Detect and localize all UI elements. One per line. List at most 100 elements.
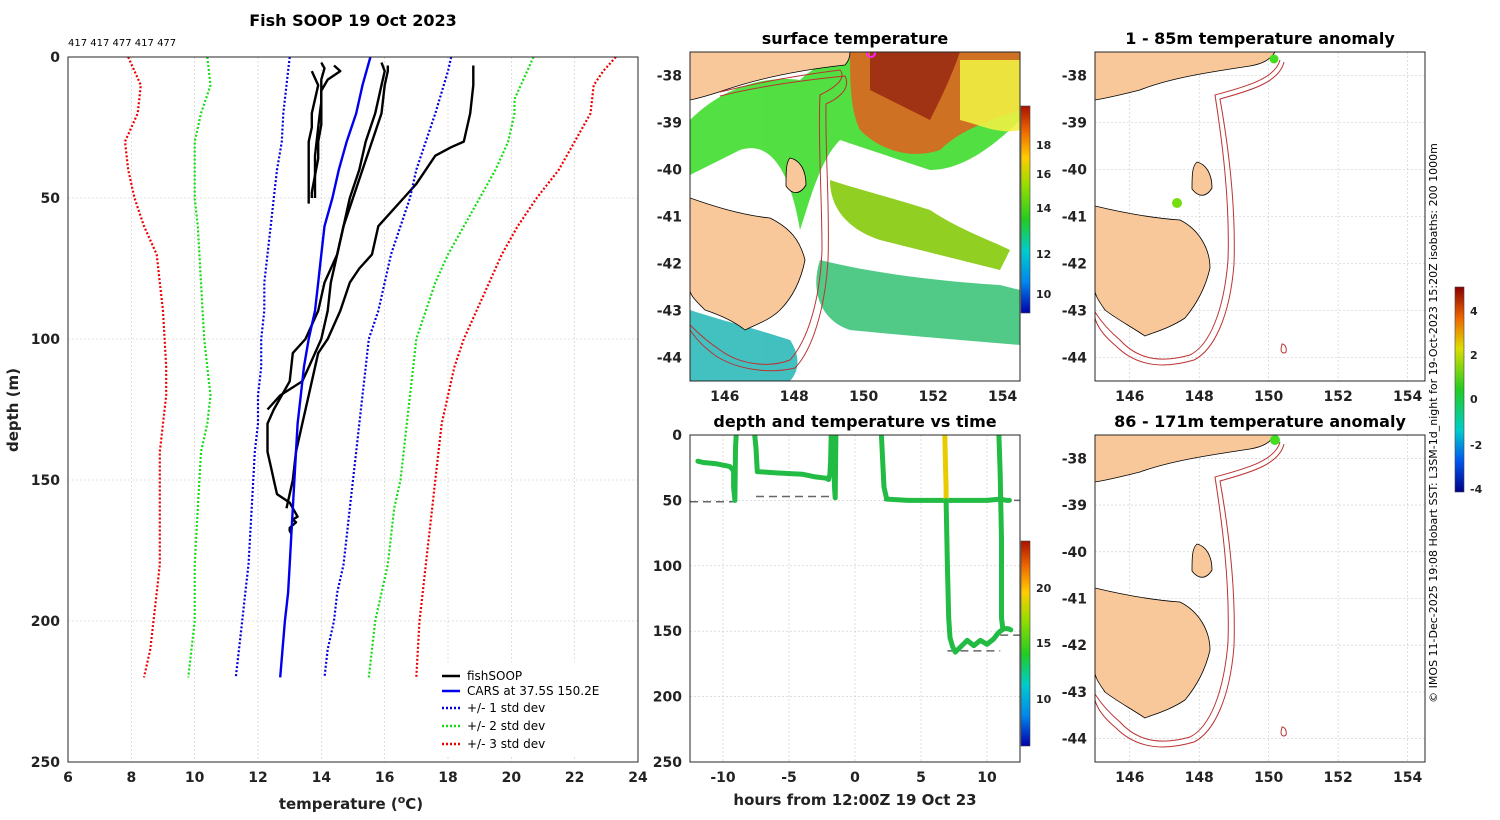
- anomaly-deep-y-tick-label: -41: [1062, 592, 1087, 608]
- profile-y-tick-label: 250: [31, 755, 60, 771]
- profile-series-line: [307, 70, 320, 204]
- legend-label-1std: +/- 1 std dev: [467, 701, 545, 715]
- depth-time-colorbar-ticks: 20 15 10: [1036, 582, 1052, 706]
- sst-map-y-tick-label: -43: [657, 304, 682, 320]
- sst-field-hot: [870, 52, 960, 120]
- anomaly-shallow-land-flinders: [1191, 161, 1213, 196]
- depth-time-x-tick-label: 5: [916, 770, 926, 786]
- anomaly-shallow-y-tick-label: -38: [1062, 69, 1087, 85]
- profile-x-ticks: 6 8 10 12 14 16 18 20 22 24: [63, 770, 648, 786]
- sst-field-yellow: [960, 60, 1020, 132]
- anomaly-deep-y-tick-label: -38: [1062, 451, 1087, 467]
- depth-time-colorbar-tick-label: 20: [1036, 582, 1052, 595]
- sst-map-y-tick-label: -44: [657, 351, 683, 367]
- anomaly-deep-ticks: 146 148 150 152 154 -38 -39 -40 -41 -42 -43 -44: [1062, 451, 1423, 786]
- anomaly-deep-land-mainland: [1095, 435, 1276, 483]
- anomaly-deep-y-tick-label: -43: [1062, 685, 1087, 701]
- anomaly-deep-x-tick-label: 152: [1324, 770, 1353, 786]
- depth-time-colorbar-tick-label: 15: [1036, 637, 1051, 650]
- depth-time-tow-track: [942, 435, 949, 503]
- sst-map-x-tick-label: 148: [780, 389, 809, 405]
- sst-map-y-tick-label: -42: [657, 257, 682, 273]
- profile-x-tick-label: 8: [126, 770, 136, 786]
- profile-y-tick-label: 0: [50, 50, 60, 66]
- anomaly-shallow-point-south: [1172, 198, 1182, 208]
- sst-field-cool: [816, 260, 1020, 345]
- sst-land-mainland: [690, 52, 851, 101]
- legend-label-cars: CARS at 37.5S 150.2E: [467, 684, 599, 698]
- anomaly-shallow-frame: [1094, 51, 1426, 382]
- sst-isobath-200: [690, 69, 843, 365]
- profile-series-line: [310, 64, 342, 198]
- anomaly-colorbar-tick-label: -4: [1470, 483, 1483, 496]
- profile-series-line: [279, 57, 372, 678]
- depth-time-y-tick-label: 50: [663, 493, 683, 509]
- profile-x-tick-label: 24: [628, 770, 648, 786]
- anomaly-deep-panel: 86 - 171m temperature anomaly 146 148 150 1…: [1062, 286, 1483, 786]
- anomaly-colorbar-ticks: 4 2 0 -2 -4: [1470, 305, 1483, 496]
- profile-series-line: [415, 57, 617, 678]
- sst-land-tasmania: [690, 197, 806, 331]
- sst-map-title: surface temperature: [762, 29, 949, 48]
- anomaly-deep-y-tick-label: -44: [1062, 732, 1088, 748]
- depth-time-lines: [690, 435, 1020, 655]
- profile-x-tick-label: 18: [438, 770, 457, 786]
- legend-label-3std: +/- 3 std dev: [467, 737, 545, 751]
- anomaly-shallow-title: 1 - 85m temperature anomaly: [1125, 29, 1395, 48]
- sst-map-colorbar-tick-label: 14: [1036, 202, 1052, 215]
- anomaly-shallow-land-mainland: [1095, 52, 1276, 101]
- anomaly-shallow-y-tick-label: -39: [1062, 116, 1087, 132]
- anomaly-deep-isobath-200: [1095, 441, 1281, 742]
- anomaly-deep-land-tasmania: [1095, 587, 1211, 719]
- sst-map-x-tick-label: 152: [919, 389, 948, 405]
- profile-x-tick-label: 10: [185, 770, 205, 786]
- sst-field-mid: [830, 180, 1010, 270]
- sst-map-ticks: 146 148 150 152 154 -38 -39 -40 -41 -42 -43 -44: [657, 69, 1018, 406]
- anomaly-colorbar-tick-label: 2: [1470, 349, 1478, 362]
- depth-time-x-tick-label: -5: [781, 770, 797, 786]
- anomaly-deep-seamount: [1280, 726, 1287, 737]
- legend-label-2std: +/- 2 std dev: [467, 719, 545, 733]
- anomaly-deep-x-tick-label: 154: [1393, 770, 1422, 786]
- anomaly-shallow-isobath-200: [1095, 59, 1281, 360]
- anomaly-deep-x-tick-label: 150: [1254, 770, 1283, 786]
- depth-time-tow-track: [752, 435, 834, 482]
- anomaly-shallow-y-tick-label: -42: [1062, 257, 1087, 273]
- anomaly-deep-x-tick-label: 148: [1185, 770, 1214, 786]
- sst-map-colorbar-tick-label: 18: [1036, 139, 1051, 152]
- profile-series-line: [123, 57, 168, 678]
- depth-time-y-tick-label: 0: [672, 428, 682, 444]
- sst-colorbar-ticks: 18 16 14 12 10: [1036, 139, 1052, 301]
- depth-time-tow-track: [830, 435, 839, 501]
- profile-x-label-sup: o: [398, 793, 406, 806]
- sst-map-panel: surface temperature 146 148 150 152 154 -38 -3…: [657, 29, 1052, 405]
- anomaly-shallow-content: [1095, 52, 1287, 366]
- profile-x-tick-label: 20: [502, 770, 522, 786]
- side-note: © IMOS 11-Dec-2025 19:08 Hobart SST: L3S…: [1427, 143, 1440, 703]
- anomaly-shallow-x-tick-label: 146: [1115, 389, 1144, 405]
- sst-map-frame: [689, 51, 1021, 382]
- anomaly-deep-y-tick-label: -42: [1062, 638, 1087, 654]
- profile-x-tick-label: 22: [565, 770, 584, 786]
- profile-x-tick-label: 14: [312, 770, 332, 786]
- anomaly-deep-x-tick-label: 146: [1115, 770, 1144, 786]
- sst-map-colorbar-tick-label: 16: [1036, 168, 1052, 181]
- sst-isobath-1000: [690, 75, 848, 372]
- anomaly-deep-title: 86 - 171m temperature anomaly: [1114, 412, 1406, 431]
- sst-vessel-marker: [866, 52, 876, 58]
- anomaly-shallow-x-tick-label: 148: [1185, 389, 1214, 405]
- sst-map-y-tick-label: -38: [657, 69, 682, 85]
- sst-map-colorbar-tick-label: 12: [1036, 248, 1051, 261]
- depth-time-y-tick-label: 150: [653, 624, 682, 640]
- anomaly-shallow-y-tick-label: -43: [1062, 304, 1087, 320]
- anomaly-shallow-panel: 1 - 85m temperature anomaly 146 148 150 152…: [1062, 29, 1426, 406]
- depth-time-x-label: hours from 12:00Z 19 Oct 23: [733, 791, 976, 809]
- sst-map-colorbar-tick-label: 10: [1036, 288, 1052, 301]
- sst-map-y-tick-label: -39: [657, 116, 682, 132]
- sst-field-cold: [690, 310, 798, 381]
- sst-map-x-tick-label: 150: [849, 389, 878, 405]
- profile-y-ticks: 0 50 100 150 200 250: [31, 50, 60, 771]
- anomaly-shallow-x-tick-label: 150: [1254, 389, 1283, 405]
- anomaly-shallow-ticks: 146 148 150 152 154 -38 -39 -40 -41 -42 -43 -44: [1062, 69, 1423, 406]
